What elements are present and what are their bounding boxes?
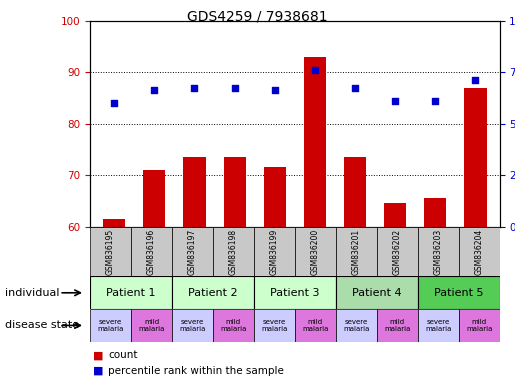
Text: GSM836199: GSM836199 bbox=[270, 228, 279, 275]
Text: mild
malaria: mild malaria bbox=[302, 319, 329, 332]
Bar bbox=[90, 227, 131, 276]
Bar bbox=[143, 170, 165, 227]
Bar bbox=[304, 57, 326, 227]
Text: GDS4259 / 7938681: GDS4259 / 7938681 bbox=[187, 10, 328, 23]
Bar bbox=[213, 227, 254, 276]
Bar bbox=[172, 227, 213, 276]
Text: GSM836204: GSM836204 bbox=[475, 228, 484, 275]
Bar bbox=[377, 309, 418, 342]
Bar bbox=[465, 88, 487, 227]
Bar bbox=[172, 276, 254, 309]
Point bbox=[191, 85, 199, 91]
Point bbox=[431, 98, 439, 104]
Text: Patient 4: Patient 4 bbox=[352, 288, 402, 298]
Point bbox=[150, 88, 159, 94]
Bar bbox=[131, 309, 172, 342]
Text: GSM836200: GSM836200 bbox=[311, 228, 320, 275]
Bar bbox=[254, 276, 336, 309]
Bar bbox=[103, 219, 125, 227]
Bar bbox=[183, 157, 205, 227]
Bar bbox=[90, 309, 131, 342]
Point bbox=[471, 77, 479, 83]
Text: severe
malaria: severe malaria bbox=[425, 319, 451, 332]
Text: GSM836203: GSM836203 bbox=[434, 228, 442, 275]
Bar bbox=[418, 309, 458, 342]
Text: GSM836196: GSM836196 bbox=[147, 228, 156, 275]
Text: GSM836198: GSM836198 bbox=[229, 228, 238, 275]
Bar bbox=[336, 309, 377, 342]
Text: Patient 2: Patient 2 bbox=[188, 288, 238, 298]
Bar bbox=[418, 227, 458, 276]
Text: Patient 1: Patient 1 bbox=[106, 288, 156, 298]
Point bbox=[351, 85, 359, 91]
Text: severe
malaria: severe malaria bbox=[261, 319, 287, 332]
Point bbox=[311, 67, 319, 73]
Text: mild
malaria: mild malaria bbox=[466, 319, 492, 332]
Text: Patient 3: Patient 3 bbox=[270, 288, 320, 298]
Bar bbox=[295, 309, 336, 342]
Point bbox=[110, 100, 118, 106]
Bar bbox=[418, 276, 500, 309]
Bar bbox=[254, 309, 295, 342]
Text: severe
malaria: severe malaria bbox=[97, 319, 124, 332]
Text: ■: ■ bbox=[93, 350, 103, 360]
Text: ■: ■ bbox=[93, 366, 103, 376]
Text: individual: individual bbox=[5, 288, 60, 298]
Bar bbox=[172, 309, 213, 342]
Bar bbox=[131, 227, 172, 276]
Bar bbox=[336, 227, 377, 276]
Text: mild
malaria: mild malaria bbox=[139, 319, 165, 332]
Text: count: count bbox=[108, 350, 138, 360]
Point bbox=[231, 85, 239, 91]
Bar bbox=[377, 227, 418, 276]
Bar bbox=[254, 227, 295, 276]
Text: GSM836195: GSM836195 bbox=[106, 228, 115, 275]
Text: Patient 5: Patient 5 bbox=[434, 288, 484, 298]
Text: GSM836197: GSM836197 bbox=[188, 228, 197, 275]
Text: severe
malaria: severe malaria bbox=[179, 319, 205, 332]
Bar bbox=[213, 309, 254, 342]
Text: mild
malaria: mild malaria bbox=[384, 319, 410, 332]
Text: mild
malaria: mild malaria bbox=[220, 319, 247, 332]
Bar bbox=[336, 276, 418, 309]
Bar bbox=[458, 309, 500, 342]
Bar bbox=[384, 204, 406, 227]
Text: percentile rank within the sample: percentile rank within the sample bbox=[108, 366, 284, 376]
Point bbox=[391, 98, 399, 104]
Point bbox=[271, 88, 279, 94]
Text: GSM836202: GSM836202 bbox=[393, 228, 402, 275]
Bar bbox=[90, 276, 172, 309]
Bar bbox=[295, 227, 336, 276]
Bar bbox=[458, 227, 500, 276]
Text: GSM836201: GSM836201 bbox=[352, 228, 360, 275]
Bar bbox=[224, 157, 246, 227]
Bar bbox=[424, 198, 447, 227]
Bar bbox=[344, 157, 366, 227]
Bar bbox=[264, 167, 286, 227]
Text: disease state: disease state bbox=[5, 320, 79, 331]
Text: severe
malaria: severe malaria bbox=[343, 319, 369, 332]
